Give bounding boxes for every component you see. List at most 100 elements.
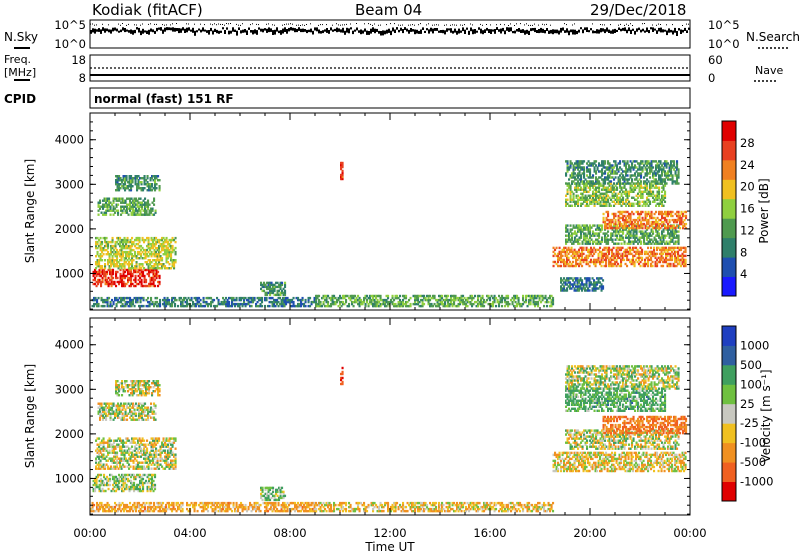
nsky-sample	[386, 30, 388, 34]
nsky-sample	[324, 29, 326, 31]
nsearch-sample	[304, 25, 305, 26]
echo-cell	[144, 175, 146, 177]
nsky-sample	[500, 29, 502, 34]
nsky-sample	[668, 28, 670, 32]
nsearch-sample	[240, 25, 241, 26]
nsky-sample	[138, 28, 140, 33]
nsearch-sample	[672, 24, 673, 25]
nsky-sample	[300, 29, 302, 32]
nsky-label: N.Sky	[4, 30, 38, 44]
nsky-sample	[494, 29, 496, 34]
echo-cell	[213, 299, 215, 301]
nsearch-sample	[344, 24, 345, 25]
echo-cell	[269, 305, 271, 307]
echo-cell	[660, 160, 662, 162]
echo-cell	[685, 211, 687, 213]
nsky-sample	[492, 30, 494, 32]
echo-cell	[305, 305, 307, 307]
nsky-sample	[286, 29, 288, 34]
nsearch-sample	[656, 25, 657, 26]
nsearch-sample	[630, 23, 631, 24]
nsearch-sample	[538, 25, 539, 26]
echo-cell	[648, 180, 650, 182]
echo-cell	[103, 253, 105, 255]
echo-cell	[579, 243, 581, 245]
nsearch-sample	[618, 25, 619, 26]
nsearch-sample	[378, 25, 379, 26]
nsky-sample	[188, 27, 190, 30]
echo-cell	[471, 295, 473, 297]
nsearch-sample	[286, 24, 287, 25]
nsearch-sample	[134, 24, 135, 25]
nsky-sample	[568, 31, 570, 36]
nsearch-sample	[418, 24, 419, 25]
nsky-sample	[672, 31, 674, 35]
nsky-sample	[518, 28, 520, 32]
nsearch-sample	[94, 25, 95, 26]
nsky-sample	[474, 29, 476, 34]
nsky-sample	[382, 30, 384, 35]
nsky-sample	[470, 28, 472, 32]
nsearch-sample	[450, 25, 451, 26]
nsky-sample	[258, 27, 260, 29]
echo-cell	[627, 160, 629, 162]
nsky-sample	[316, 27, 318, 31]
nsky-sample	[660, 28, 662, 33]
echo-cell	[567, 224, 569, 226]
echo-cell	[648, 160, 650, 162]
echo-cell	[673, 160, 675, 162]
echo-cell	[342, 170, 344, 172]
nsearch-sample	[274, 25, 275, 26]
echo-cell	[326, 297, 328, 299]
echo-cell	[177, 305, 179, 307]
nsearch-sample	[398, 25, 399, 26]
echo-cell	[143, 305, 145, 307]
echo-cell	[684, 219, 686, 221]
nsky-sample	[502, 28, 504, 31]
nsky-sample	[440, 30, 442, 33]
echo-cell	[142, 263, 144, 265]
nsky-sample	[152, 29, 154, 32]
echo-cell	[264, 305, 266, 307]
echo-cell	[467, 305, 469, 307]
echo-cell	[175, 241, 177, 243]
nsearch-sample	[226, 23, 227, 24]
echo-cell	[615, 213, 617, 215]
echo-cell	[640, 261, 642, 263]
echo-cell	[685, 215, 687, 217]
echo-cell	[153, 198, 155, 200]
nsky-sample	[160, 27, 162, 31]
echo-cell	[598, 235, 600, 237]
nsearch-sample	[186, 23, 187, 24]
echo-cell	[380, 295, 382, 297]
nsky-sample	[648, 30, 650, 33]
nsky-sample	[602, 28, 604, 31]
echo-cell	[405, 297, 407, 299]
echo-cell	[539, 297, 541, 299]
nsky-sample	[270, 28, 272, 32]
echo-cell	[139, 237, 141, 239]
nsky-sample	[360, 30, 362, 35]
nsky-sample	[628, 27, 630, 31]
freq-tick-bottom-left: 8	[79, 71, 86, 85]
nsky-sample	[108, 29, 110, 32]
echo-cell	[136, 261, 138, 263]
nsky-sample	[90, 30, 92, 34]
nsearch-sample	[166, 24, 167, 25]
echo-cell	[604, 162, 606, 164]
nsky-sample	[634, 31, 636, 35]
nsky-sample	[646, 28, 648, 32]
echo-cell	[663, 205, 665, 207]
nsky-sample	[678, 28, 680, 30]
nsky-tick-top-left: 10^5	[54, 18, 86, 32]
echo-cell	[108, 198, 110, 200]
echo-cell	[602, 261, 604, 263]
nsearch-sample	[322, 24, 323, 25]
nsearch-label: N.Search	[746, 30, 800, 44]
echo-cell	[423, 303, 425, 305]
nsearch-sample	[644, 23, 645, 24]
nsky-sample	[682, 30, 684, 33]
nsky-sample	[434, 28, 436, 31]
echo-cell	[622, 197, 624, 199]
echo-cell	[543, 305, 545, 307]
